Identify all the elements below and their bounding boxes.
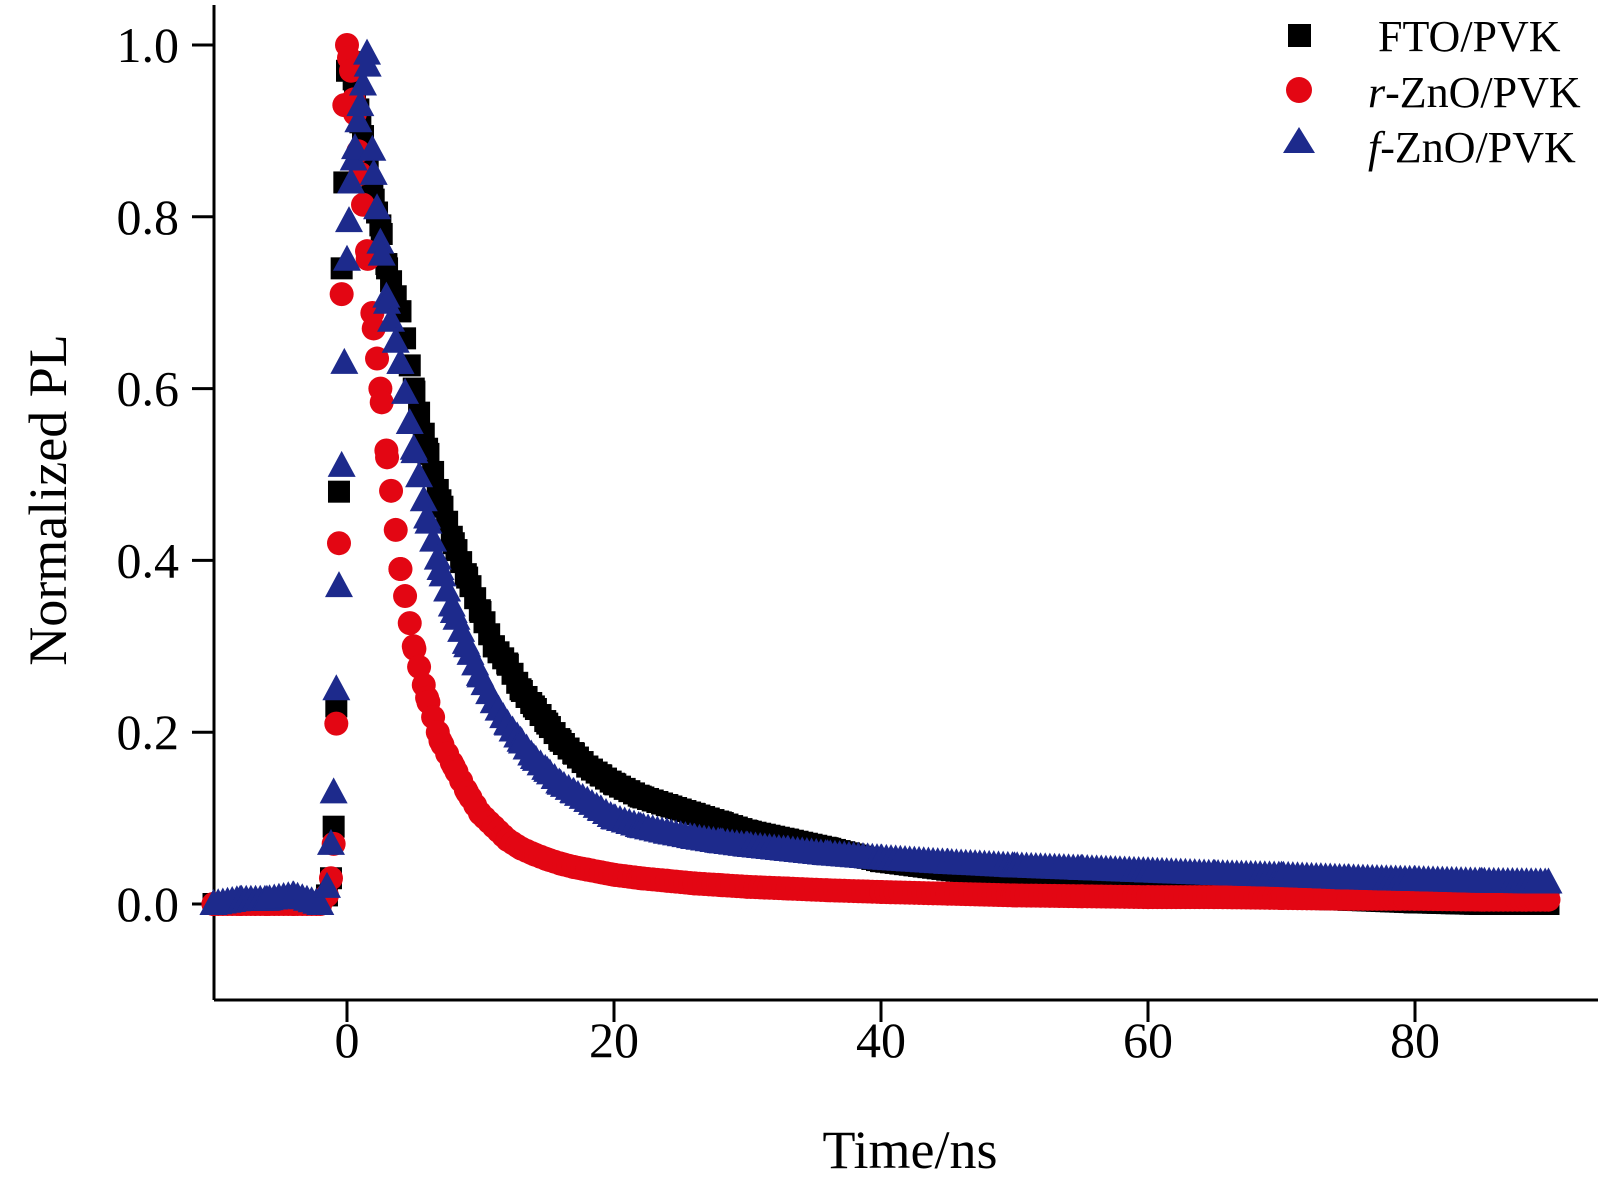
series-r-zno-pvk	[201, 33, 1561, 916]
data-point-f-zno-pvk	[419, 525, 448, 552]
x-tick-label: 60	[1123, 1012, 1173, 1068]
data-point-f-zno-pvk	[359, 158, 388, 185]
series-fto-pvk	[202, 51, 1560, 915]
data-point-f-zno-pvk	[405, 461, 434, 488]
legend-marker-f-zno-pvk	[1283, 127, 1315, 153]
x-tick-label: 0	[335, 1012, 360, 1068]
legend: FTO/PVK r-ZnO/PVK f-ZnO/PVK	[1283, 12, 1581, 172]
data-point-f-zno-pvk	[414, 507, 443, 534]
data-point-r-zno-pvk	[388, 556, 413, 581]
x-tick-label: 20	[589, 1012, 639, 1068]
data-point-f-zno-pvk	[363, 193, 392, 220]
data-point-r-zno-pvk	[329, 282, 354, 307]
y-tick-label: 0.6	[117, 361, 180, 417]
data-point-f-zno-pvk	[395, 407, 424, 434]
data-point-r-zno-pvk	[393, 584, 418, 609]
data-point-f-zno-pvk	[377, 305, 406, 332]
legend-marker-fto-pvk	[1288, 24, 1311, 47]
y-axis-title: Normalized PL	[18, 334, 78, 665]
data-point-r-zno-pvk	[379, 478, 404, 503]
axes: 0.0 0.2 0.4 0.6 0.8 1.0 0 20 40 60 80	[117, 5, 1598, 1068]
legend-label-f-zno-pvk: f-ZnO/PVK	[1368, 123, 1576, 172]
data-point-fto-pvk	[327, 480, 350, 503]
data-point-f-zno-pvk	[349, 69, 378, 96]
data-point-f-zno-pvk	[327, 450, 356, 477]
y-tick-label: 0.4	[117, 532, 180, 588]
data-point-f-zno-pvk	[346, 90, 375, 117]
legend-label-fto-pvk: FTO/PVK	[1378, 12, 1561, 61]
data-point-r-zno-pvk	[324, 711, 349, 736]
legend-label-r-zno-pvk: r-ZnO/PVK	[1368, 68, 1581, 117]
data-point-r-zno-pvk	[383, 517, 408, 542]
data-point-f-zno-pvk	[330, 347, 359, 374]
data-point-f-zno-pvk	[324, 571, 353, 598]
data-point-f-zno-pvk	[312, 871, 341, 898]
data-point-f-zno-pvk	[333, 244, 361, 271]
data-point-r-zno-pvk	[326, 531, 351, 556]
data-point-r-zno-pvk	[369, 390, 394, 415]
data-point-f-zno-pvk	[391, 377, 420, 404]
data-point-f-zno-pvk	[337, 167, 366, 194]
data-point-f-zno-pvk	[381, 326, 410, 353]
data-point-f-zno-pvk	[322, 674, 351, 701]
series-layer	[199, 33, 1563, 916]
data-point-f-zno-pvk	[316, 828, 345, 855]
x-tick-label: 40	[856, 1012, 906, 1068]
data-point-r-zno-pvk	[397, 611, 422, 636]
data-point-f-zno-pvk	[335, 206, 364, 233]
data-point-r-zno-pvk	[402, 636, 427, 661]
y-tick-label: 0.8	[117, 189, 180, 245]
series-f-zno-pvk	[199, 38, 1563, 915]
data-point-f-zno-pvk	[400, 437, 429, 464]
data-point-f-zno-pvk	[353, 50, 382, 77]
data-point-r-zno-pvk	[339, 58, 364, 83]
data-point-r-zno-pvk	[361, 316, 386, 341]
y-tick-label: 1.0	[117, 17, 180, 73]
data-point-f-zno-pvk	[319, 777, 348, 804]
data-point-f-zno-pvk	[344, 106, 373, 133]
data-point-f-zno-pvk	[366, 227, 395, 254]
data-point-f-zno-pvk	[386, 347, 415, 374]
data-point-r-zno-pvk	[375, 445, 400, 470]
data-point-f-zno-pvk	[373, 287, 402, 314]
data-point-f-zno-pvk	[409, 485, 438, 512]
data-point-r-zno-pvk	[407, 654, 432, 679]
y-axis-ticks: 0.0 0.2 0.4 0.6 0.8 1.0	[117, 17, 214, 932]
data-point-fto-pvk	[325, 695, 348, 718]
data-point-fto-pvk	[322, 815, 345, 838]
data-point-r-zno-pvk	[1536, 887, 1561, 912]
x-axis-ticks: 0 20 40 60 80	[335, 1000, 1440, 1068]
x-axis-title: Time/ns	[822, 1120, 997, 1180]
data-point-f-zno-pvk	[358, 134, 387, 161]
data-point-f-zno-pvk	[306, 889, 335, 915]
data-point-f-zno-pvk	[353, 38, 382, 65]
legend-marker-r-zno-pvk	[1286, 77, 1312, 103]
data-point-f-zno-pvk	[367, 239, 396, 266]
y-tick-label: 0.0	[117, 876, 180, 932]
data-point-f-zno-pvk	[1534, 867, 1563, 894]
data-point-f-zno-pvk	[341, 133, 370, 160]
y-tick-label: 0.2	[117, 704, 180, 760]
x-tick-label: 80	[1390, 1012, 1440, 1068]
